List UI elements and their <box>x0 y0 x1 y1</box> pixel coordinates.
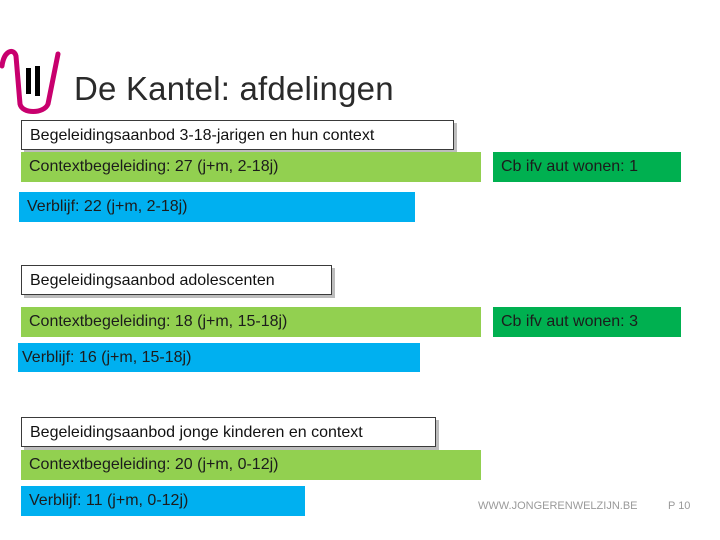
page-number: P 10 <box>668 500 691 512</box>
verblijf-bar-adolescenten: Verblijf: 16 (j+m, 15-18j) <box>18 343 420 372</box>
verblijf-bar-jonge-kinderen: Verblijf: 11 (j+m, 0-12j) <box>21 486 305 516</box>
section-header-jonge-kinderen: Begeleidingsaanbod jonge kinderen en con… <box>21 417 436 447</box>
footer-url: WWW.JONGERENWELZIJN.BE <box>478 500 638 512</box>
section-header-3-18: Begeleidingsaanbod 3-18-jarigen en hun c… <box>21 120 454 150</box>
section-header-adolescenten: Begeleidingsaanbod adolescenten <box>21 265 332 295</box>
jongerenwelzijn-logo-icon <box>0 49 61 114</box>
cb-aut-wonen-bar-adolescenten: Cb ifv aut wonen: 3 <box>493 307 681 337</box>
context-bar-adolescenten: Contextbegeleiding: 18 (j+m, 15-18j) <box>21 307 481 337</box>
cb-aut-wonen-bar-3-18: Cb ifv aut wonen: 1 <box>493 152 681 182</box>
verblijf-bar-3-18: Verblijf: 22 (j+m, 2-18j) <box>19 192 415 222</box>
page-title: De Kantel: afdelingen <box>74 70 394 107</box>
context-bar-jonge-kinderen: Contextbegeleiding: 20 (j+m, 0-12j) <box>21 450 481 480</box>
context-bar-3-18: Contextbegeleiding: 27 (j+m, 2-18j) <box>21 152 481 182</box>
